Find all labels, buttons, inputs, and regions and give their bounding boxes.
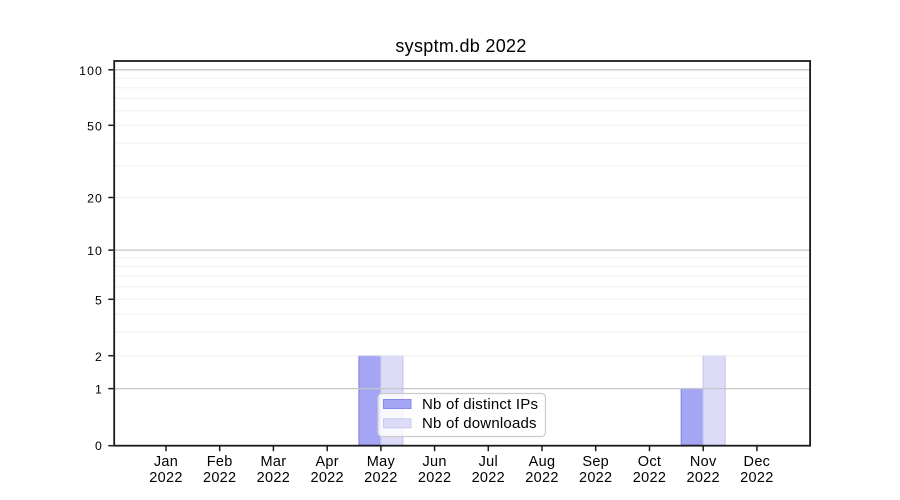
svg-text:Oct: Oct [638,454,661,470]
svg-text:Jun: Jun [422,454,446,470]
svg-text:2022: 2022 [257,470,290,486]
svg-text:Nb of downloads: Nb of downloads [422,415,537,432]
svg-text:2022: 2022 [740,470,773,486]
svg-text:Feb: Feb [207,454,233,470]
svg-text:10: 10 [87,244,103,258]
svg-text:0: 0 [95,439,103,453]
svg-text:May: May [367,454,396,470]
svg-text:2022: 2022 [525,470,558,486]
svg-text:2022: 2022 [472,470,505,486]
svg-text:5: 5 [95,293,103,307]
svg-text:Aug: Aug [529,454,556,470]
svg-text:Nov: Nov [690,454,717,470]
svg-text:Mar: Mar [260,454,286,470]
svg-text:2022: 2022 [364,470,397,486]
svg-text:50: 50 [87,119,103,133]
svg-text:Sep: Sep [582,454,609,470]
svg-text:20: 20 [87,192,103,206]
svg-text:100: 100 [79,64,103,78]
svg-text:2022: 2022 [149,470,182,486]
svg-text:2: 2 [95,350,103,364]
svg-text:2022: 2022 [310,470,343,486]
svg-text:Jan: Jan [154,454,178,470]
svg-text:sysptm.db 2022: sysptm.db 2022 [395,36,526,56]
svg-text:2022: 2022 [418,470,451,486]
svg-text:Dec: Dec [744,454,771,470]
svg-text:Nb of distinct IPs: Nb of distinct IPs [422,396,538,413]
svg-text:Jul: Jul [479,454,498,470]
svg-text:Apr: Apr [315,454,338,470]
svg-text:1: 1 [95,383,103,397]
svg-text:2022: 2022 [203,470,236,486]
svg-text:2022: 2022 [579,470,612,486]
svg-text:2022: 2022 [633,470,666,486]
svg-text:2022: 2022 [686,470,719,486]
